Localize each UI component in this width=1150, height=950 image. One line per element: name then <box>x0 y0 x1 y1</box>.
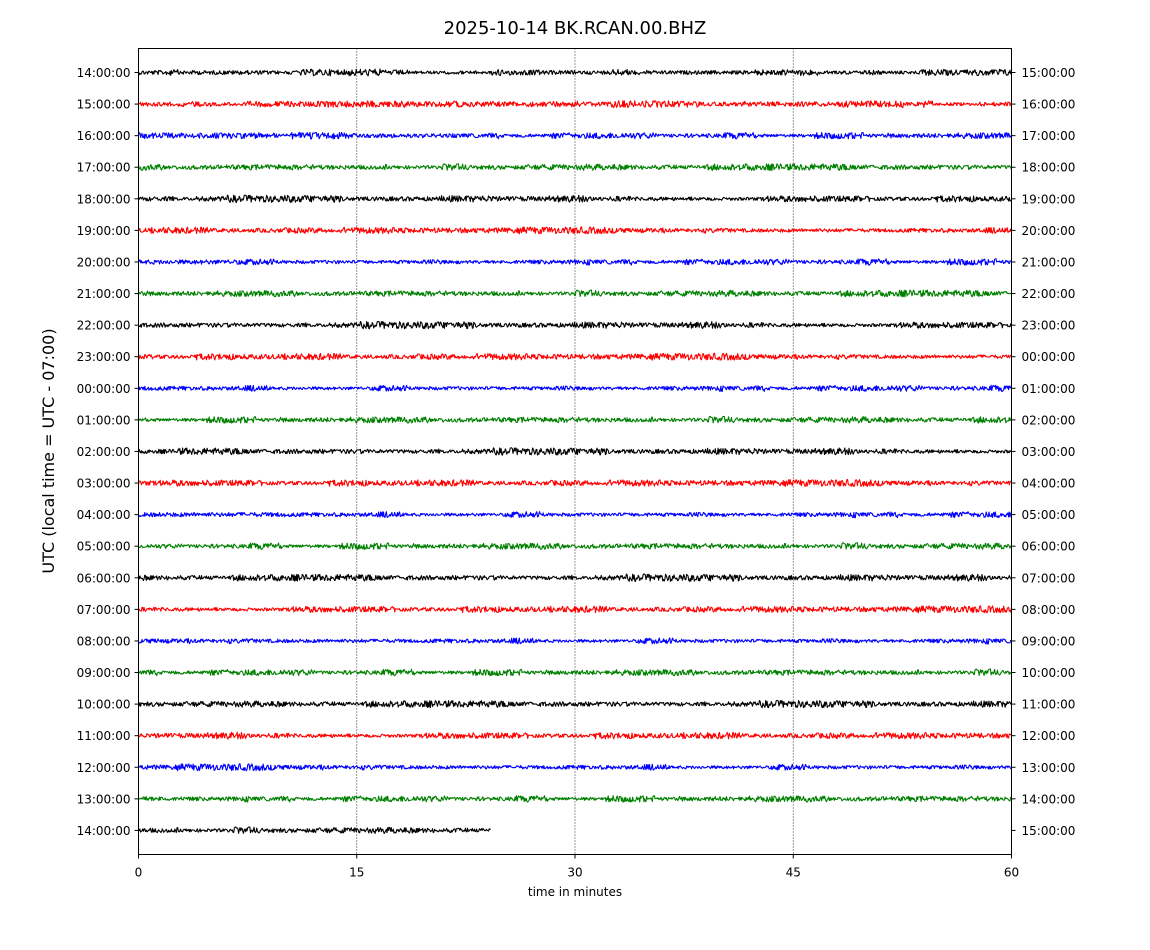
right-tick-label: 07:00:00 <box>1022 571 1076 585</box>
left-tick-label: 12:00:00 <box>77 761 131 775</box>
trace-5 <box>137 226 1012 235</box>
trace-17 <box>137 605 1012 614</box>
trace-21 <box>137 731 1012 740</box>
right-tick-label: 14:00:00 <box>1022 792 1076 806</box>
left-tick-label: 19:00:00 <box>77 224 131 238</box>
trace-12 <box>137 447 1012 456</box>
trace-2 <box>137 131 1012 140</box>
right-tick-label: 23:00:00 <box>1022 319 1076 333</box>
left-tick-label: 23:00:00 <box>77 350 131 364</box>
left-tick-label: 05:00:00 <box>77 540 131 554</box>
right-tick-label: 04:00:00 <box>1022 477 1076 491</box>
right-tick-label: 10:00:00 <box>1022 666 1076 680</box>
left-tick-label: 06:00:00 <box>77 571 131 585</box>
left-tick-label: 03:00:00 <box>77 477 131 491</box>
right-tick-label: 09:00:00 <box>1022 634 1076 648</box>
right-tick-label: 02:00:00 <box>1022 413 1076 427</box>
right-tick-label: 15:00:00 <box>1022 824 1076 838</box>
x-axis: 0 15 30 45 60 <box>135 854 1019 880</box>
right-tick-label: 00:00:00 <box>1022 350 1076 364</box>
right-tick-label: 13:00:00 <box>1022 761 1076 775</box>
y-axis-label: UTC (local time = UTC - 07:00) <box>39 328 58 573</box>
trace-10 <box>137 384 1012 392</box>
trace-14 <box>137 511 1012 519</box>
seismogram-traces <box>137 68 1012 835</box>
left-tick-label: 17:00:00 <box>77 161 131 175</box>
trace-6 <box>137 258 1012 266</box>
trace-4 <box>137 194 1012 203</box>
trace-15 <box>137 542 1012 550</box>
left-tick-label: 11:00:00 <box>77 729 131 743</box>
right-tick-label: 21:00:00 <box>1022 255 1076 269</box>
left-tick-label: 20:00:00 <box>77 255 131 269</box>
trace-19 <box>137 668 1012 677</box>
left-tick-label: 16:00:00 <box>77 129 131 143</box>
trace-16 <box>137 573 1012 582</box>
left-tick-label: 02:00:00 <box>77 445 131 459</box>
right-tick-label: 19:00:00 <box>1022 192 1076 206</box>
left-tick-label: 00:00:00 <box>77 382 131 396</box>
trace-8 <box>137 320 1012 330</box>
left-tick-label: 14:00:00 <box>77 824 131 838</box>
right-y-axis: 15:00:00 16:00:00 17:00:00 18:00:00 19:00:00… <box>1011 66 1076 838</box>
x-tick-label: 60 <box>1004 866 1019 880</box>
right-tick-label: 12:00:00 <box>1022 729 1076 743</box>
left-tick-label: 13:00:00 <box>77 792 131 806</box>
right-tick-label: 20:00:00 <box>1022 224 1076 238</box>
trace-20 <box>137 699 1012 709</box>
x-tick-label: 15 <box>349 866 364 880</box>
left-tick-label: 08:00:00 <box>77 634 131 648</box>
trace-0 <box>137 68 1012 77</box>
trace-22 <box>137 763 1012 772</box>
right-tick-label: 03:00:00 <box>1022 445 1076 459</box>
right-tick-label: 22:00:00 <box>1022 287 1076 301</box>
right-tick-label: 08:00:00 <box>1022 603 1076 617</box>
left-tick-label: 09:00:00 <box>77 666 131 680</box>
left-tick-label: 22:00:00 <box>77 319 131 333</box>
trace-23 <box>137 795 1012 803</box>
right-tick-label: 16:00:00 <box>1022 98 1076 112</box>
trace-24 <box>137 826 491 835</box>
left-tick-label: 04:00:00 <box>77 508 131 522</box>
right-tick-label: 11:00:00 <box>1022 698 1076 712</box>
trace-7 <box>137 289 1012 298</box>
chart-title: 2025-10-14 BK.RCAN.00.BHZ <box>444 18 707 39</box>
left-tick-label: 15:00:00 <box>77 98 131 112</box>
right-tick-label: 17:00:00 <box>1022 129 1076 143</box>
trace-1 <box>137 100 1012 109</box>
left-tick-label: 01:00:00 <box>77 413 131 427</box>
right-tick-label: 05:00:00 <box>1022 508 1076 522</box>
left-tick-label: 18:00:00 <box>77 192 131 206</box>
trace-3 <box>137 163 1012 172</box>
left-tick-label: 21:00:00 <box>77 287 131 301</box>
trace-11 <box>137 415 1012 424</box>
x-axis-label: time in minutes <box>528 885 622 899</box>
right-tick-label: 01:00:00 <box>1022 382 1076 396</box>
left-tick-label: 10:00:00 <box>77 698 131 712</box>
trace-9 <box>137 352 1012 361</box>
left-y-axis: 14:00:00 15:00:00 16:00:00 17:00:00 18:00:00… <box>77 66 139 838</box>
x-tick-label: 30 <box>567 866 582 880</box>
right-tick-label: 06:00:00 <box>1022 540 1076 554</box>
trace-18 <box>137 637 1012 645</box>
right-tick-label: 18:00:00 <box>1022 161 1076 175</box>
left-tick-label: 07:00:00 <box>77 603 131 617</box>
x-tick-label: 0 <box>135 866 143 880</box>
x-tick-label: 45 <box>786 866 801 880</box>
trace-13 <box>137 479 1012 488</box>
right-tick-label: 15:00:00 <box>1022 66 1076 80</box>
left-tick-label: 14:00:00 <box>77 66 131 80</box>
